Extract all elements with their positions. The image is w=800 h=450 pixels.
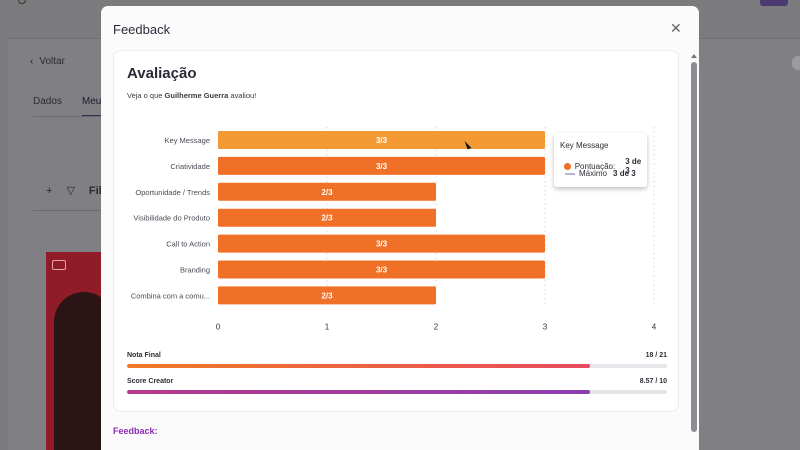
modal-scrollbar[interactable] [691,54,697,434]
score-value: 8.57 / 10 [639,378,667,385]
tab-dados[interactable]: Dados [33,96,62,107]
chart-bar [218,260,545,279]
tooltip-score-value: 3 de 3 [625,157,642,175]
chart-category-label: Key Message [165,136,210,145]
close-icon[interactable]: ✕ [670,20,682,36]
tooltip-title: Key Message [560,141,609,150]
chart-bar [218,234,545,253]
score-fill [127,364,590,368]
chart-data-label: 3/3 [376,162,388,171]
chart-category-label: Combina com a comu... [131,291,210,300]
chart-data-label: 3/3 [376,136,388,145]
modal-title: Feedback [113,22,171,37]
back-text: Voltar [39,56,65,67]
chart-data-label: 3/3 [376,266,388,275]
chart-category-label: Branding [180,266,210,275]
feedback-section-label: Feedback: [113,426,158,436]
chart-bar [218,182,436,201]
filter-icon[interactable]: ▽ [66,185,75,197]
chevron-left-icon: ‹ [30,56,34,67]
evaluator-name: Guilherme Guerra [164,91,229,100]
feedback-modal: Feedback ✕ Avaliação Veja o que Guilherm… [101,6,699,450]
chart-x-tick-label: 1 [325,322,330,331]
score-dot-icon [564,162,571,170]
score-fill [127,390,590,394]
chart-x-tick-label: 0 [216,322,221,331]
user-badge [760,0,788,6]
tooltip-score-row: Pontuação: 3 de 3 [564,157,647,175]
chart-category-label: Criatividade [170,162,210,171]
plus-icon[interactable]: + [46,184,53,197]
background-tabs: Dados Meus [33,96,107,117]
score-creator: Score Creator 8.57 / 10 [127,378,667,394]
score-track [127,364,667,368]
score-track [127,390,667,394]
video-thumbnail[interactable] [46,252,102,450]
chart-x-tick-label: 3 [543,322,548,331]
chart-data-label: 2/3 [321,188,333,197]
evaluation-bar-chart: Key Message 3/3 Criatividade 3/3 Oportunidad… [131,127,657,331]
chart-bar [218,156,545,175]
max-line-icon [565,172,575,175]
chart-tooltip: Key Message Pontuação: 3 de 3 Máximo 3 d… [554,133,647,187]
chart-category-label: Oportunidade / Trends [135,188,210,197]
tabs-divider [33,116,103,117]
tooltip-max-value: 3 de 3 [613,169,636,178]
video-camera-icon [52,260,66,270]
tooltip-max-row: Máximo 3 de 3 [565,169,636,178]
page-scroll-handle[interactable] [792,56,800,70]
subtitle-prefix: Veja o que [127,91,165,100]
score-label: Nota Final [127,352,161,359]
scroll-up-icon[interactable] [691,54,697,58]
chart-category-label: Call to Action [166,240,210,249]
chart-x-tick-label: 4 [652,322,657,331]
tooltip-max-label: Máximo [579,169,608,178]
evaluation-panel: Avaliação Veja o que Guilherme Guerra av… [113,50,679,412]
chart-data-label: 2/3 [321,291,333,300]
search-icon [18,0,26,4]
tooltip-score-label: Pontuação: [574,161,616,171]
back-link[interactable]: ‹ Voltar [30,56,65,67]
score-label: Score Creator [127,378,174,385]
evaluation-subtitle: Veja o que Guilherme Guerra avaliou! [127,91,256,100]
panel-title: Avaliação [127,65,197,82]
chart-bar [218,208,436,227]
background-filter-bar: + ▽ Filt [46,184,105,198]
chart-category-label: Visibilidade do Produto [133,214,210,223]
score-nota-final: Nota Final 18 / 21 [127,352,667,368]
chart-bar [218,286,436,305]
chart-data-label: 3/3 [376,240,388,249]
score-value: 18 / 21 [645,352,667,359]
scroll-thumb[interactable] [691,62,697,432]
chart-x-tick-label: 2 [434,322,439,331]
filter-divider [33,210,103,211]
subtitle-suffix: avaliou! [228,91,257,100]
chart-bar [218,131,545,149]
chart-data-label: 2/3 [321,214,333,223]
